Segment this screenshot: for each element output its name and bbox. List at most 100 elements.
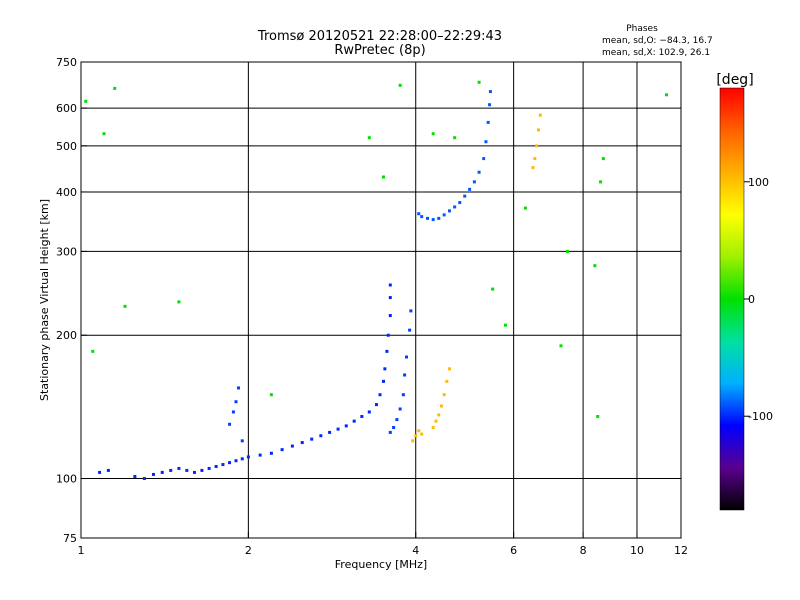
- data-point: [381, 379, 385, 383]
- data-point: [240, 457, 244, 461]
- x-tick-label: 4: [412, 544, 419, 557]
- data-point: [439, 404, 443, 408]
- data-point: [378, 393, 382, 397]
- x-axis-label: Frequency [MHz]: [335, 558, 427, 571]
- colorbar-tick-label: 0: [748, 293, 755, 306]
- data-point: [113, 86, 117, 90]
- phases-line-o: mean, sd,O: −84.3, 16.7: [602, 36, 713, 46]
- data-point: [319, 434, 323, 438]
- data-point: [420, 432, 424, 436]
- data-point: [434, 419, 438, 423]
- data-point: [388, 314, 392, 318]
- data-point: [403, 373, 407, 377]
- plot-area: [80, 61, 682, 539]
- data-point: [395, 418, 399, 422]
- data-point: [538, 113, 542, 117]
- x-tick-label: 2: [245, 544, 252, 557]
- x-tick-label: 1: [78, 544, 85, 557]
- data-point: [593, 264, 597, 268]
- x-tick-label: 8: [580, 544, 587, 557]
- data-point: [160, 470, 164, 474]
- data-point: [386, 333, 390, 337]
- data-point: [488, 90, 492, 94]
- data-point: [442, 213, 446, 217]
- data-point: [192, 470, 196, 474]
- data-point: [596, 414, 600, 418]
- data-point: [566, 249, 570, 253]
- data-point: [388, 283, 392, 287]
- data-point: [442, 393, 446, 397]
- data-point: [409, 309, 413, 313]
- data-point: [531, 166, 535, 170]
- data-point: [258, 453, 262, 457]
- data-point: [453, 136, 457, 140]
- data-point: [488, 103, 492, 107]
- data-point: [177, 466, 181, 470]
- data-point: [463, 194, 467, 198]
- data-point: [246, 455, 250, 459]
- data-point: [482, 157, 486, 161]
- data-point: [91, 349, 95, 353]
- data-point: [477, 170, 481, 174]
- y-tick-label: 500: [56, 140, 77, 153]
- data-point: [374, 403, 378, 407]
- data-point: [431, 218, 435, 222]
- data-point: [388, 296, 392, 300]
- data-point: [290, 444, 294, 448]
- data-point: [411, 439, 415, 443]
- data-point: [106, 468, 110, 472]
- data-point: [431, 425, 435, 429]
- data-point: [398, 407, 402, 411]
- colorbar-tick-label: -100: [748, 410, 773, 423]
- data-point: [398, 83, 402, 87]
- data-point: [344, 424, 348, 428]
- data-point: [536, 128, 540, 132]
- x-tick-label: 10: [630, 544, 644, 557]
- data-point: [383, 367, 387, 371]
- data-point: [207, 466, 211, 470]
- data-point: [468, 187, 472, 191]
- data-point: [269, 393, 273, 397]
- data-point: [535, 144, 539, 148]
- data-point: [381, 175, 385, 179]
- data-point: [269, 451, 273, 455]
- data-point: [445, 379, 449, 383]
- data-point: [169, 468, 173, 472]
- data-point: [491, 287, 495, 291]
- y-tick-label: 300: [56, 245, 77, 258]
- data-point: [360, 414, 364, 418]
- data-point: [437, 413, 441, 417]
- data-point: [228, 461, 232, 465]
- data-point: [431, 132, 435, 136]
- data-point: [177, 300, 181, 304]
- data-point: [426, 216, 430, 220]
- y-tick-label: 750: [56, 56, 77, 69]
- y-axis-ticks: 75 100 200 300 400 500 600 750: [56, 56, 87, 545]
- y-tick-label: 200: [56, 329, 77, 342]
- colorbar-tick-label: 100: [748, 176, 769, 189]
- x-tick-label: 6: [510, 544, 517, 557]
- data-points: [84, 80, 668, 481]
- data-point: [664, 93, 668, 97]
- data-point: [447, 367, 451, 371]
- phases-title: Phases: [626, 24, 658, 34]
- data-point: [420, 215, 424, 219]
- data-point: [300, 441, 304, 445]
- data-point: [336, 427, 340, 431]
- data-point: [477, 80, 481, 84]
- data-point: [237, 386, 241, 390]
- data-point: [533, 157, 537, 161]
- data-point: [405, 355, 409, 359]
- data-point: [151, 472, 155, 476]
- colorbar-label: [deg]: [716, 72, 753, 88]
- data-point: [392, 425, 396, 429]
- data-point: [214, 464, 218, 468]
- colorbar-ticks: 100 0 -100: [744, 176, 773, 423]
- x-axis-ticks: 1 2 4 6 8 10 12: [78, 532, 688, 557]
- data-point: [310, 437, 314, 441]
- data-point: [200, 468, 204, 472]
- colorbar: [719, 87, 745, 511]
- data-point: [559, 344, 563, 348]
- chart-subtitle: RwPretec (8p): [334, 43, 425, 58]
- chart-title: Tromsø 20120521 22:28:00–22:29:43: [257, 29, 502, 44]
